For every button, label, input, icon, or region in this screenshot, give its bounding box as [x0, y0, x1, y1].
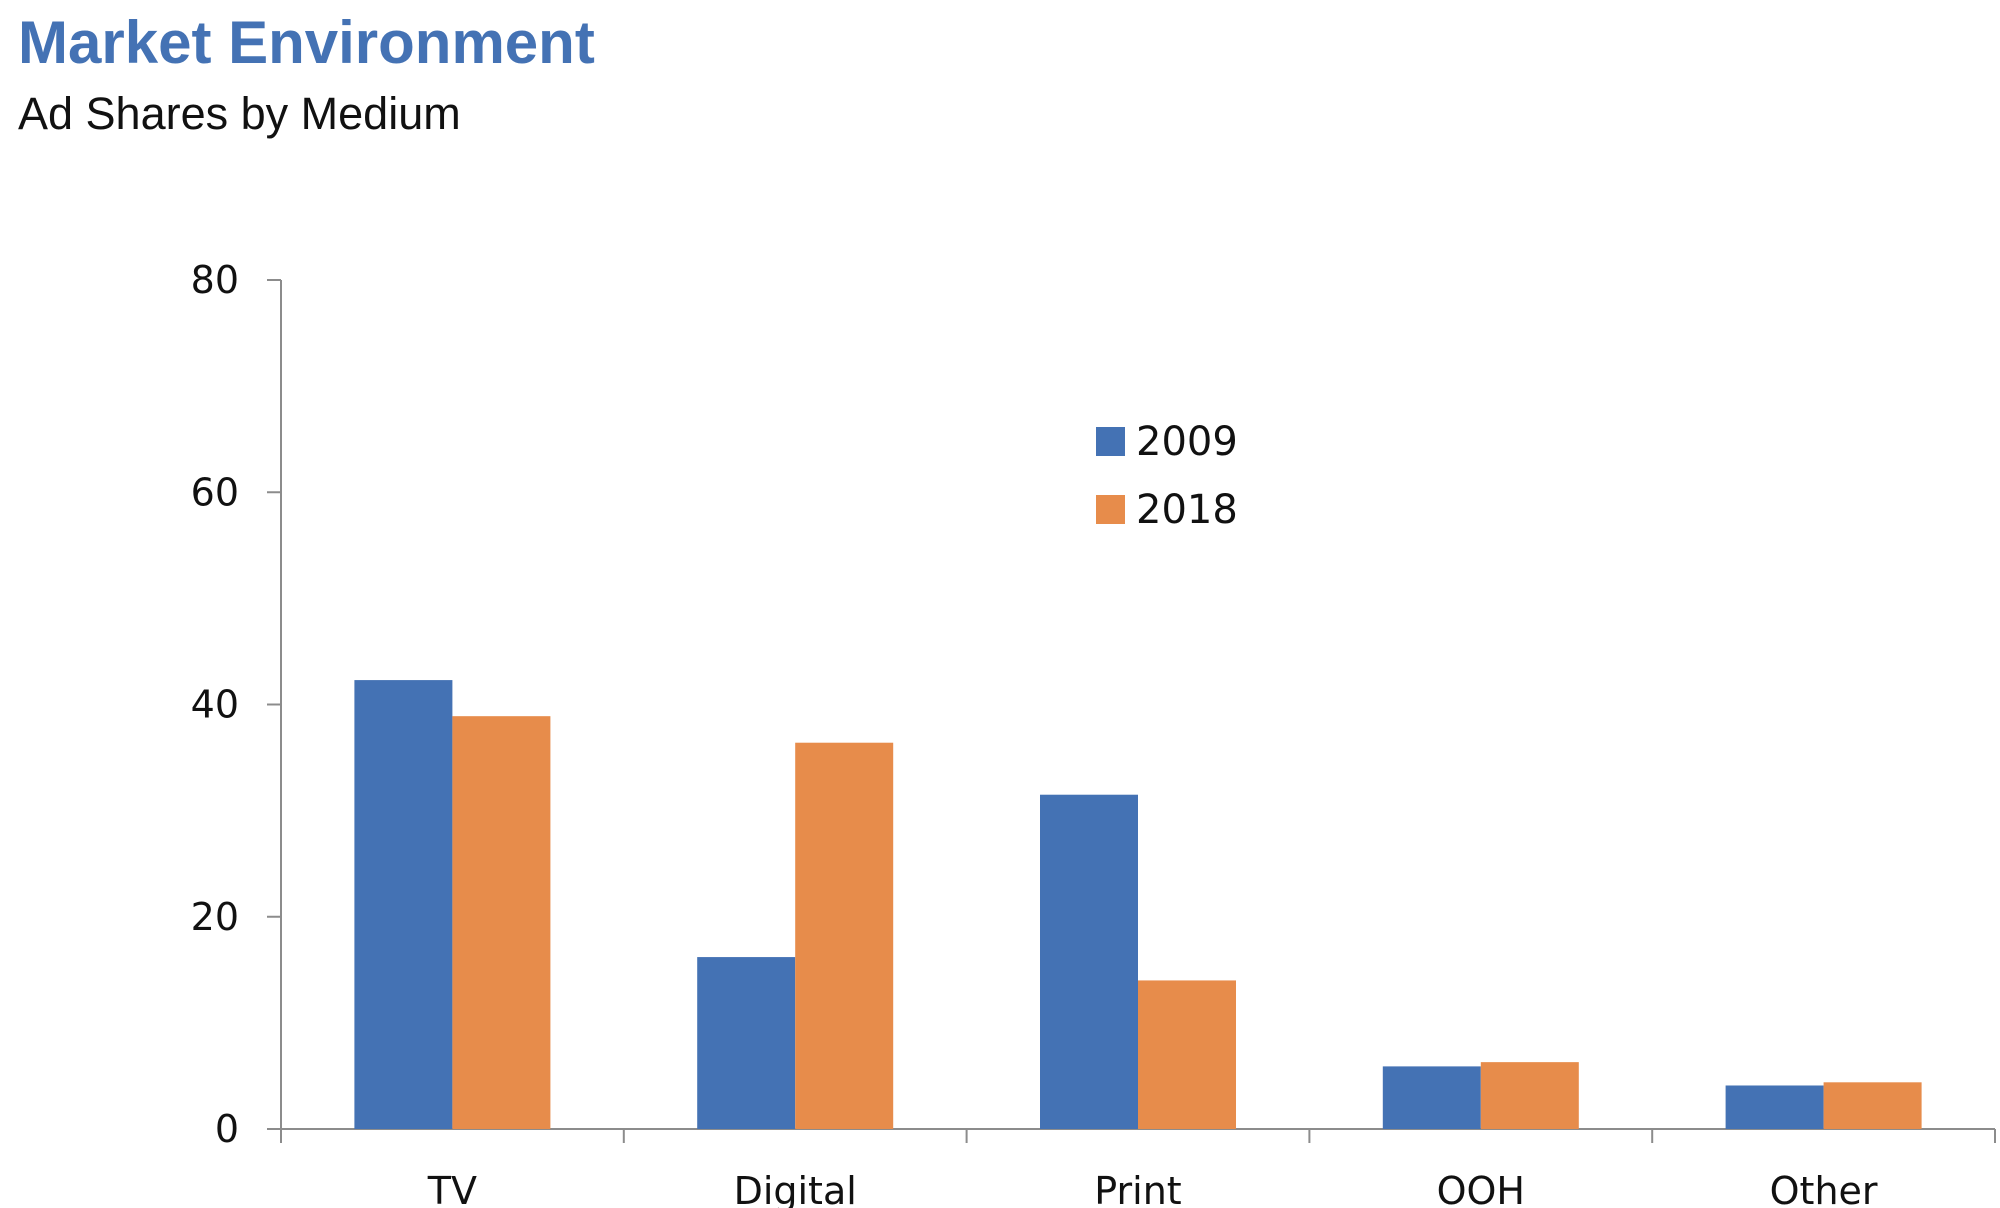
x-tick-label: Digital — [734, 1169, 857, 1208]
bar-2018-ooh — [1480, 1062, 1579, 1129]
bar-2009-ooh — [1382, 1066, 1481, 1129]
bar-2009-digital — [697, 957, 796, 1129]
bar-2009-tv — [354, 680, 453, 1129]
x-tick-label: OOH — [1437, 1169, 1525, 1208]
bar-2018-tv — [452, 716, 551, 1129]
page-subtitle: Ad Shares by Medium — [18, 88, 461, 139]
legend-swatch-2009 — [1096, 427, 1125, 456]
bar-2018-digital — [795, 742, 894, 1129]
x-tick-label: TV — [427, 1169, 477, 1208]
x-tick-label: Other — [1770, 1169, 1878, 1208]
y-tick-label: 40 — [191, 683, 239, 727]
legend-swatch-2018 — [1096, 495, 1125, 524]
page-title: Market Environment — [18, 9, 595, 76]
legend-label-2018: 2018 — [1136, 487, 1238, 533]
y-tick-label: 20 — [191, 895, 239, 939]
y-tick-label: 80 — [191, 258, 239, 302]
bar-2009-other — [1725, 1085, 1824, 1129]
y-tick-label: 60 — [191, 470, 239, 514]
chart-legend: 2009 2018 — [1096, 419, 1238, 533]
bar-2009-print — [1040, 794, 1138, 1129]
chart-bars — [354, 680, 1922, 1129]
x-tick-label: Print — [1094, 1169, 1181, 1208]
legend-label-2009: 2009 — [1136, 419, 1238, 465]
y-tick-label: 0 — [215, 1107, 239, 1151]
chart-tick-labels: 0 20 40 60 80 TV Digital Print OOH Other — [191, 258, 1878, 1208]
bar-2018-print — [1138, 980, 1236, 1129]
bar-2018-other — [1823, 1082, 1922, 1129]
